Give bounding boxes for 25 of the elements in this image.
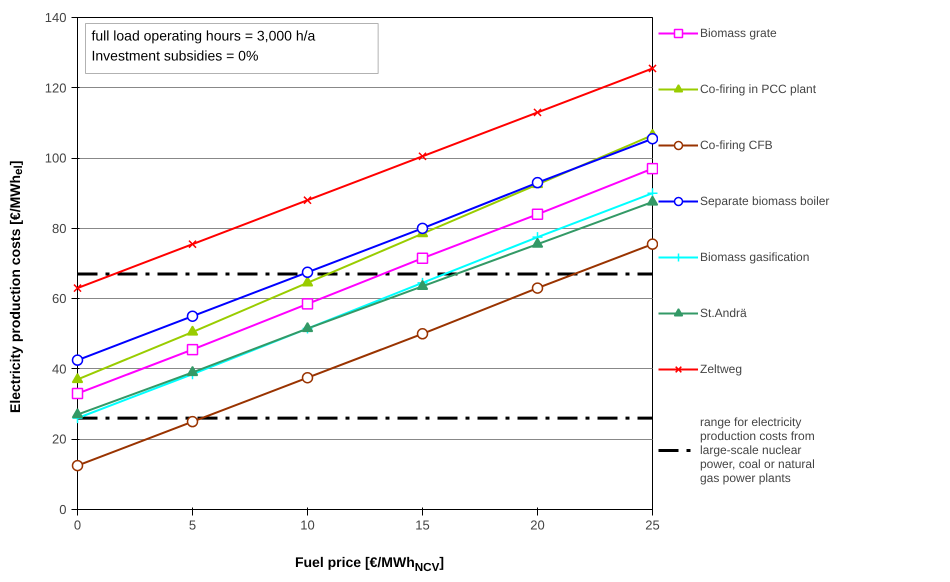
legend-label: Biomass grate <box>700 26 777 40</box>
y-tick-label: 140 <box>44 10 67 25</box>
legend-label: St.Andrä <box>700 306 747 320</box>
legend-label: Separate biomass boiler <box>700 194 830 208</box>
y-tick-label: 0 <box>59 502 67 517</box>
x-tick-label: 15 <box>415 518 430 532</box>
legend-label: range for electricity production costs from large-scale nuclear power, coal or natural gas power plants <box>700 415 815 485</box>
y-tick-label: 40 <box>52 361 67 376</box>
y-tick-label: 60 <box>52 291 67 306</box>
legend-label: Co-firing in PCC plant <box>700 82 816 96</box>
x-tick-label: 5 <box>188 518 196 532</box>
annotation: full load operating hours = 3,000 h/a <box>92 28 316 44</box>
y-tick-label: 20 <box>52 432 67 447</box>
y-tick-label: 80 <box>52 220 67 236</box>
x-axis-title: Fuel price [€/MWh$_{NCV}$] <box>294 553 444 576</box>
x-tick-label: 25 <box>645 518 660 532</box>
y-tick-label: 100 <box>44 150 67 166</box>
annotation: Investment subsidies = 0% <box>92 48 258 64</box>
y-tick-label: 120 <box>44 80 67 96</box>
x-tick-label: 10 <box>300 518 315 532</box>
x-tick-label: 0 <box>74 518 82 532</box>
legend-label: Biomass gasification <box>700 250 810 264</box>
legend-label: Zeltweg <box>700 362 742 376</box>
legend-label: Co-firing CFB <box>700 138 773 152</box>
x-tick-label: 20 <box>530 518 545 532</box>
